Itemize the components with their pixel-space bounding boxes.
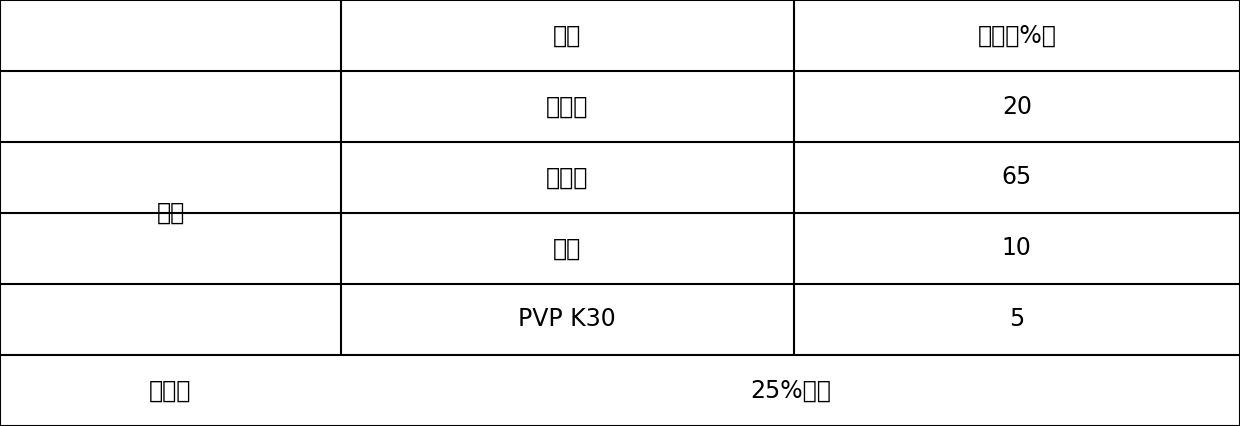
Text: 蔗糖: 蔗糖: [553, 236, 582, 261]
Text: 粉末: 粉末: [156, 201, 185, 225]
Text: 5: 5: [1009, 308, 1024, 331]
Text: 65: 65: [1002, 165, 1032, 190]
Text: 氯氮平: 氯氮平: [546, 95, 589, 118]
Text: 名称: 名称: [553, 23, 582, 48]
Text: 比例（%）: 比例（%）: [977, 23, 1056, 48]
Text: 10: 10: [1002, 236, 1032, 261]
Text: 粘结液: 粘结液: [149, 378, 192, 403]
Text: 20: 20: [1002, 95, 1032, 118]
Text: PVP K30: PVP K30: [518, 308, 616, 331]
Text: 甘露醇: 甘露醇: [546, 165, 589, 190]
Text: 25%乙醇: 25%乙醇: [750, 378, 831, 403]
